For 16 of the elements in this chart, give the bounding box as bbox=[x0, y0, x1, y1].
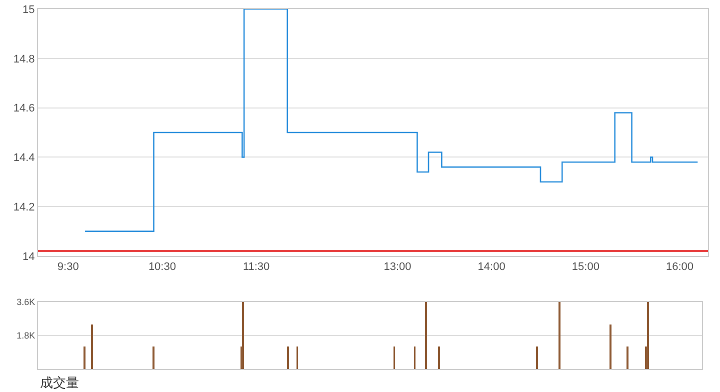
x-tick-label: 11:30 bbox=[242, 261, 270, 274]
y-tick-label: 15 bbox=[22, 4, 35, 16]
y-tick-label: 1.8K bbox=[16, 330, 36, 341]
x-tick-label: 16:00 bbox=[666, 261, 694, 274]
y-tick-label: 14.2 bbox=[13, 201, 35, 214]
y-tick-label: 14 bbox=[22, 250, 35, 263]
x-tick-label: 13:00 bbox=[384, 261, 412, 274]
x-tick-label: 9:30 bbox=[57, 261, 79, 274]
x-tick-label: 10:30 bbox=[148, 261, 176, 274]
x-tick-label: 14:00 bbox=[478, 261, 506, 274]
x-axis-title: 成交量 bbox=[40, 375, 79, 391]
y-tick-label: 14.8 bbox=[13, 53, 35, 66]
x-tick-label: 15:00 bbox=[572, 261, 600, 274]
y-tick-label: 3.6K bbox=[16, 297, 36, 308]
y-tick-label: 14.4 bbox=[13, 152, 35, 164]
y-tick-label: 14.6 bbox=[13, 102, 35, 115]
